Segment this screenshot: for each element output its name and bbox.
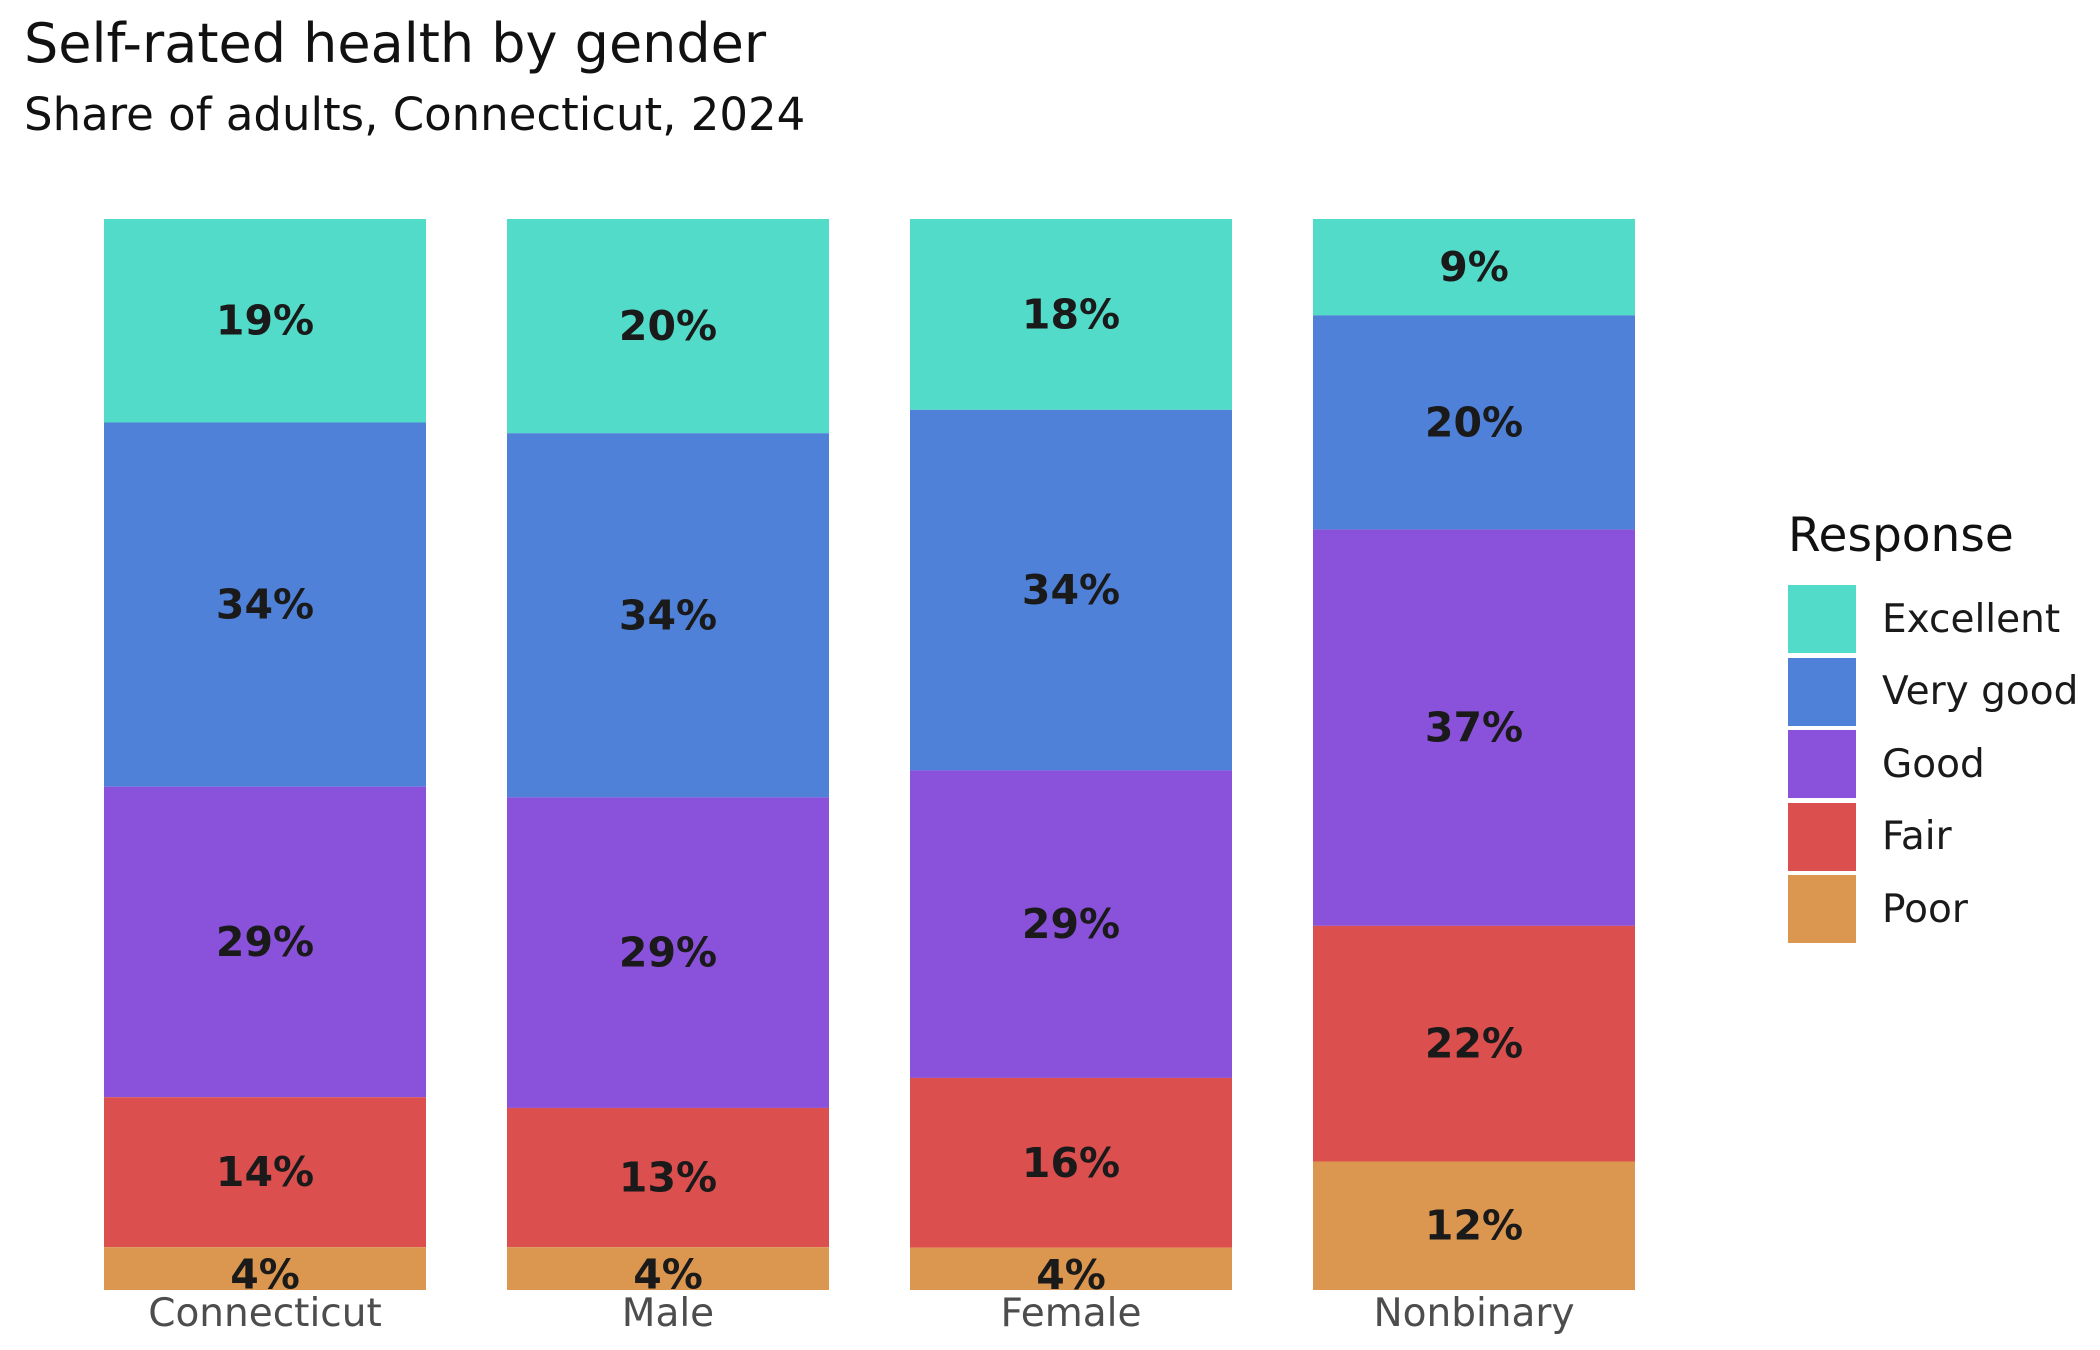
- bar-segment-connecticut-fair: [104, 1097, 426, 1248]
- bar-segment-female-excellent: [910, 219, 1232, 410]
- legend-title: Response: [1788, 508, 2014, 563]
- legend-item-very-good: Very good: [1788, 656, 2078, 729]
- data-label-female-very-good: 34%: [1022, 566, 1120, 614]
- data-label-nonbinary-very-good: 20%: [1425, 398, 1523, 446]
- bar-segment-male-excellent: [507, 219, 829, 434]
- legend-label: Fair: [1882, 814, 1952, 860]
- chart-subtitle: Share of adults, Connecticut, 2024: [24, 88, 806, 141]
- data-label-female-poor: 4%: [1036, 1251, 1106, 1299]
- legend-swatch: [1788, 802, 1856, 871]
- legend-label: Poor: [1882, 886, 1968, 932]
- data-label-male-very-good: 34%: [619, 591, 717, 639]
- legend-item-excellent: Excellent: [1788, 583, 2078, 656]
- x-tick-label-male: Male: [622, 1291, 714, 1336]
- data-label-female-excellent: 18%: [1022, 290, 1120, 338]
- bar-segment-connecticut-poor: [104, 1247, 426, 1290]
- bar-segment-female-very-good: [910, 409, 1232, 771]
- legend-swatch: [1788, 730, 1856, 799]
- legend-label: Good: [1882, 741, 1985, 787]
- bar-segment-male-poor: [507, 1247, 829, 1290]
- data-label-nonbinary-poor: 12%: [1425, 1202, 1523, 1250]
- bar-segment-nonbinary-good: [1313, 529, 1635, 926]
- data-label-male-excellent: 20%: [619, 302, 717, 350]
- x-axis-labels-group: Connecticut Male Female Nonbinary: [148, 1291, 1574, 1336]
- bar-segment-nonbinary-very-good: [1313, 315, 1635, 530]
- data-label-female-good: 29%: [1022, 900, 1120, 948]
- legend-item-good: Good: [1788, 728, 2078, 801]
- bar-segment-connecticut-excellent: [104, 219, 426, 423]
- data-label-connecticut-poor: 4%: [230, 1251, 300, 1299]
- legend-swatch: [1788, 657, 1856, 726]
- data-label-connecticut-excellent: 19%: [216, 297, 314, 345]
- x-tick-label-connecticut: Connecticut: [148, 1291, 382, 1336]
- bar-segment-male-fair: [507, 1107, 829, 1248]
- data-label-nonbinary-excellent: 9%: [1439, 243, 1509, 291]
- bar-segment-connecticut-very-good: [104, 422, 426, 787]
- legend-label: Very good: [1882, 669, 2079, 715]
- legend-items: Excellent Very good Good Fair Poor: [1788, 583, 2078, 946]
- bars-group: [104, 219, 1635, 1290]
- bar-segment-connecticut-good: [104, 786, 426, 1098]
- x-tick-label-female: Female: [1000, 1291, 1141, 1336]
- chart-title: Self-rated health by gender: [24, 12, 767, 75]
- data-label-male-poor: 4%: [633, 1251, 703, 1299]
- legend-item-fair: Fair: [1788, 801, 2078, 874]
- legend-label: Excellent: [1882, 596, 2061, 642]
- bar-segment-male-very-good: [507, 433, 829, 798]
- data-label-male-fair: 13%: [619, 1154, 717, 1202]
- data-label-nonbinary-good: 37%: [1425, 704, 1523, 752]
- data-label-female-fair: 16%: [1022, 1139, 1120, 1187]
- data-labels-group: 19% 34% 29% 14% 4% 20% 34% 29% 13% 4% 18% 34% 29% 16%…: [216, 243, 1523, 1299]
- data-label-connecticut-good: 29%: [216, 918, 314, 966]
- legend-item-poor: Poor: [1788, 873, 2078, 946]
- bar-segment-female-poor: [910, 1247, 1232, 1290]
- legend-swatch: [1788, 585, 1856, 654]
- bar-segment-male-good: [507, 797, 829, 1108]
- bar-segment-nonbinary-excellent: [1313, 219, 1635, 316]
- bar-segment-nonbinary-fair: [1313, 925, 1635, 1162]
- data-label-connecticut-very-good: 34%: [216, 581, 314, 629]
- bar-segment-nonbinary-poor: [1313, 1161, 1635, 1290]
- bar-segment-female-fair: [910, 1077, 1232, 1248]
- bar-segment-female-good: [910, 770, 1232, 1078]
- data-label-nonbinary-fair: 22%: [1425, 1020, 1523, 1068]
- data-label-male-good: 29%: [619, 929, 717, 977]
- legend: Response Excellent Very good Good Fair Poor: [1788, 508, 2078, 946]
- x-tick-label-nonbinary: Nonbinary: [1373, 1291, 1574, 1336]
- data-label-connecticut-fair: 14%: [216, 1148, 314, 1196]
- legend-swatch: [1788, 875, 1856, 944]
